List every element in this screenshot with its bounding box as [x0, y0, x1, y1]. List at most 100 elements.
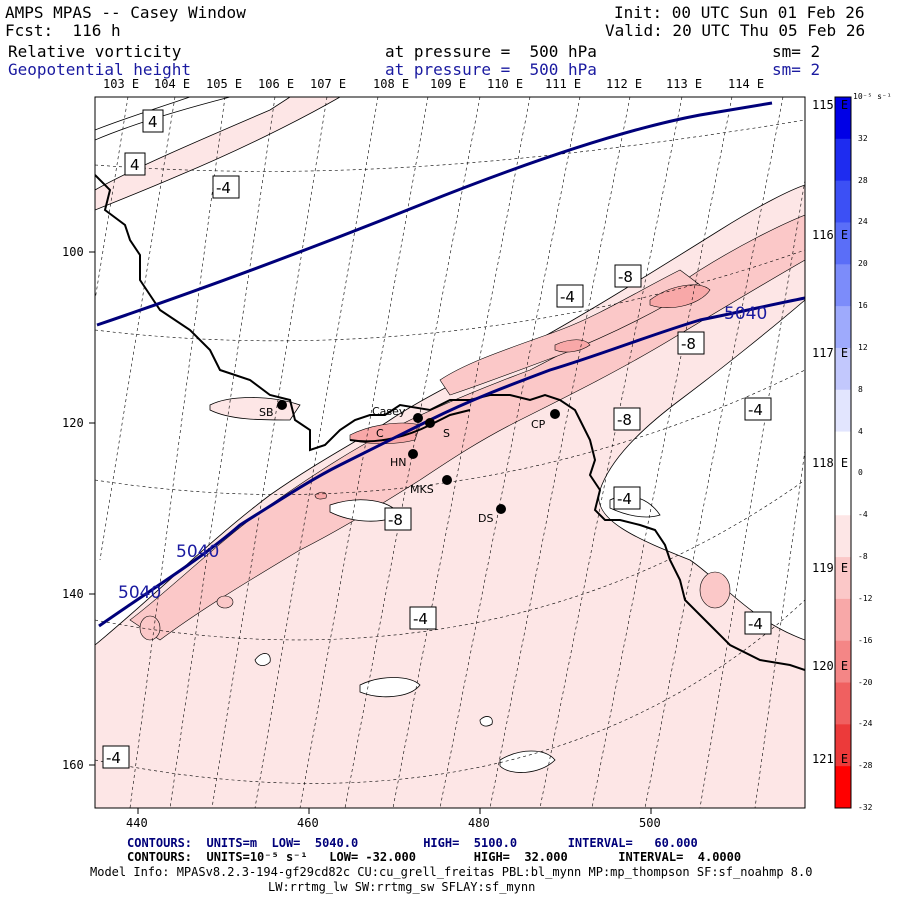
top-lon-label-4: 107 E [310, 77, 347, 91]
station-label-mks: MKS [410, 483, 434, 496]
field2-smoothing: sm= 2 [772, 60, 821, 79]
station-label-casey: Casey [372, 405, 406, 418]
vort-label-1: 4 [148, 113, 158, 131]
colorbar-level-label: -24 [858, 719, 873, 729]
left-axis-label-1: 120 [62, 416, 84, 430]
colorbar-level-label: -8 [858, 552, 868, 562]
vort-label-3: -4 [216, 179, 231, 197]
footer-vorticity-contours: CONTOURS: UNITS=10⁻⁵ s⁻¹ LOW= -32.000 HI… [127, 850, 742, 864]
colorbar-level-label: -12 [858, 593, 873, 603]
colorbar-level-label: 8 [858, 384, 863, 394]
height-label-1: 5040 [724, 304, 767, 324]
left-axis-label-3: 160 [62, 758, 84, 772]
station-label-ds: DS [478, 512, 493, 525]
colorbar-swatch [835, 138, 851, 182]
vort-label-6: -8 [681, 335, 696, 353]
top-lon-label-10: 113 E [666, 77, 703, 91]
top-lon-label-0: 103 E [103, 77, 140, 91]
colorbar-swatch [835, 431, 851, 474]
colorbar-swatch [835, 724, 851, 767]
colorbar [835, 97, 851, 809]
right-lon-label-6: 121 E [812, 752, 849, 766]
colorbar-level-label: -16 [858, 635, 873, 645]
colorbar-level-label: -20 [858, 677, 873, 687]
right-lon-label-3: 118 E [812, 456, 849, 470]
colorbar-level-label: 28 [858, 175, 868, 185]
colorbar-swatch [835, 389, 851, 433]
top-lon-label-6: 109 E [430, 77, 467, 91]
right-lon-label-1: 116 E [812, 228, 849, 242]
vort-label-7: -4 [748, 401, 763, 419]
station-label-c: C [376, 427, 384, 440]
bottom-axis-label-3: 500 [639, 816, 661, 830]
colorbar-unit: 10⁻⁵ s⁻¹ [853, 92, 892, 101]
left-axis-label-0: 100 [62, 245, 84, 259]
field1-level: at pressure = 500 hPa [385, 42, 597, 61]
colorbar-level-label: 20 [858, 259, 868, 269]
top-lon-label-8: 111 E [545, 77, 582, 91]
vort-label-11: -4 [413, 610, 428, 628]
colorbar-level-label: 4 [858, 426, 863, 436]
vorticity-core [649, 284, 711, 308]
station-label-s: S [443, 427, 450, 440]
colorbar-level-label: 16 [858, 301, 868, 311]
right-lon-label-5: 120 E [812, 659, 849, 673]
colorbar-swatch [835, 515, 851, 558]
colorbar-swatch [835, 97, 851, 140]
plot-title: AMPS MPAS -- Casey Window [5, 3, 246, 22]
bottom-axis-label-2: 480 [468, 816, 490, 830]
colorbar-level-label: -28 [858, 761, 873, 771]
right-lon-label-2: 117 E [812, 346, 849, 360]
colorbar-level-label: -32 [858, 803, 873, 812]
station-label-cp: CP [531, 418, 546, 431]
footer-model-info: Model Info: MPASv8.2.3-194-gf29cd82c CU:… [90, 865, 813, 879]
colorbar-swatch [835, 473, 851, 516]
init-time: Init: 00 UTC Sun 01 Feb 26 [614, 3, 865, 22]
height-contour-north [96, 101, 773, 327]
colorbar-swatch [835, 306, 851, 349]
colorbar-swatch [835, 766, 851, 809]
valid-time: Valid: 20 UTC Thu 05 Feb 26 [605, 21, 866, 40]
top-lon-label-7: 110 E [487, 77, 524, 91]
colorbar-swatch [835, 222, 851, 265]
colorbar-swatch [835, 347, 851, 391]
vort-label-8: -8 [617, 411, 632, 429]
field1-smoothing: sm= 2 [772, 42, 821, 61]
vort-label-13: -4 [106, 749, 121, 767]
colorbar-swatch [835, 640, 851, 684]
colorbar-swatch [835, 180, 851, 223]
footer-height-contours: CONTOURS: UNITS=m LOW= 5040.0 HIGH= 5100… [127, 836, 698, 850]
station-markers [277, 400, 560, 514]
colorbar-level-label: -4 [858, 510, 868, 520]
vort-label-4: -4 [560, 288, 575, 306]
bottom-axis-label-0: 440 [126, 816, 148, 830]
colorbar-level-label: 32 [858, 133, 868, 143]
top-lon-label-1: 104 E [154, 77, 191, 91]
colorbar-swatch [835, 682, 851, 725]
height-label-2: 5040 [176, 542, 219, 562]
colorbar-level-label: 12 [858, 342, 868, 352]
footer-physics-info: LW:rrtmg_lw SW:rrtmg_sw SFLAY:sf_mynn [268, 880, 536, 894]
station-label-sb: SB [259, 406, 274, 419]
field1-name: Relative vorticity [8, 42, 182, 61]
forecast-hour: Fcst: 116 h [5, 21, 121, 40]
vort-label-2: 4 [130, 156, 140, 174]
top-lon-label-9: 112 E [606, 77, 643, 91]
right-lon-label-4: 119 E [812, 561, 849, 575]
vort-label-5: -8 [618, 268, 633, 286]
top-lon-label-3: 106 E [258, 77, 295, 91]
station-label-hn: HN [390, 456, 407, 469]
vort-label-12: -4 [748, 615, 763, 633]
bottom-axis-label-1: 460 [297, 816, 319, 830]
height-label-3: 5040 [118, 583, 161, 603]
field2-name: Geopotential height [8, 60, 192, 79]
colorbar-swatch [835, 557, 851, 600]
left-axis-label-2: 140 [62, 587, 84, 601]
vort-label-9: -4 [617, 490, 632, 508]
vort-label-10: -8 [388, 511, 403, 529]
top-lon-label-2: 105 E [206, 77, 243, 91]
colorbar-swatch [835, 264, 851, 307]
colorbar-swatch [835, 598, 851, 642]
right-lon-label-0: 115 E [812, 98, 849, 112]
